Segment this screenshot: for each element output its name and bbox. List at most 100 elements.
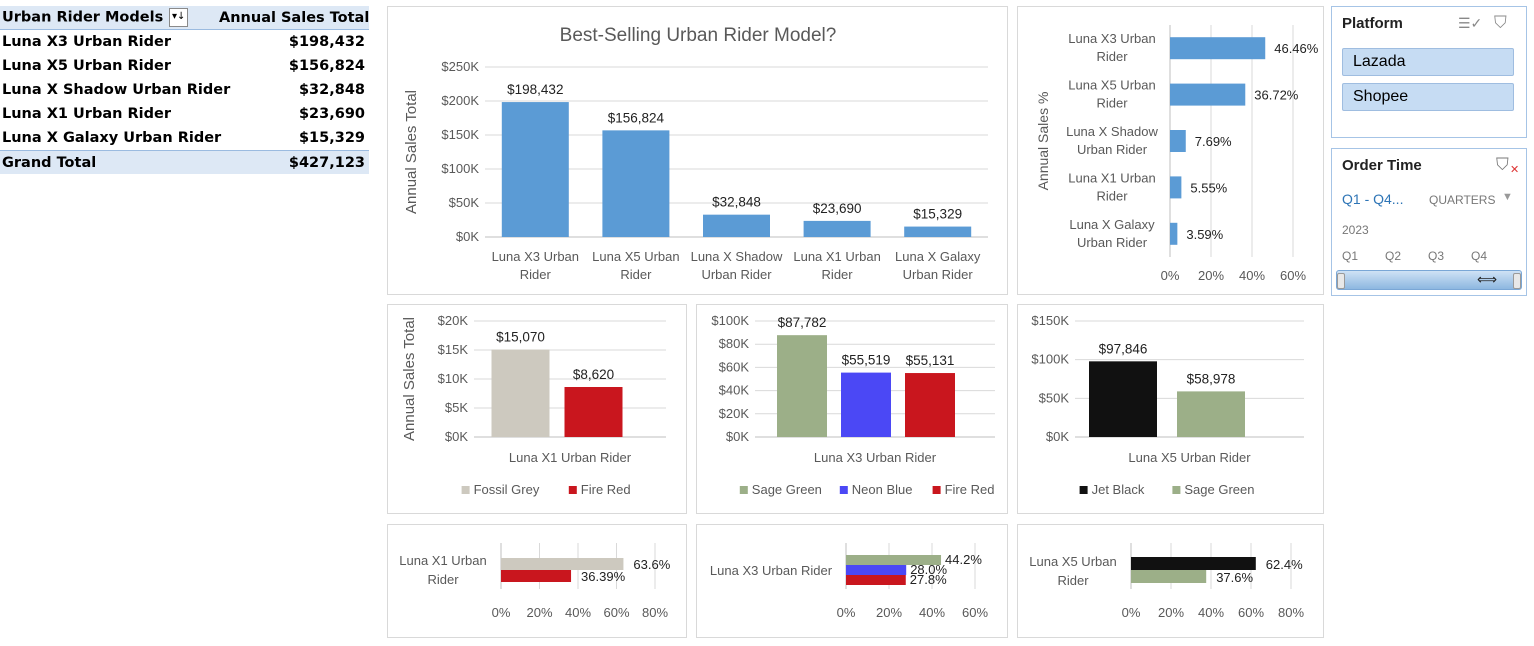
- data-label: 28.0%: [910, 562, 947, 577]
- x-tick-label: 20%: [1198, 268, 1224, 283]
- x-tick-label: 40%: [565, 605, 591, 620]
- bar: [1131, 570, 1207, 583]
- slicer-item-shopee[interactable]: Shopee: [1342, 83, 1514, 111]
- quarter-label: Q3: [1428, 249, 1445, 263]
- bar: [703, 214, 770, 237]
- x-tick-label: 0%: [1161, 268, 1180, 283]
- data-label: $15,070: [496, 330, 545, 345]
- x-category-label: Luna X3 Urban Rider: [814, 450, 937, 465]
- x-tick-label: Rider: [822, 267, 854, 282]
- x-tick-label: 20%: [526, 605, 552, 620]
- bar: [1170, 222, 1178, 245]
- y-category-label: Luna X5 Urban: [1029, 554, 1116, 569]
- multi-select-icon[interactable]: ☰✓: [1458, 15, 1483, 31]
- y-tick-label: Luna X5 Urban: [1068, 78, 1155, 93]
- pivot-header-total[interactable]: Annual Sales Total: [219, 9, 370, 26]
- chart-x1pct[interactable]: 0% 20% 40% 60% 80% 63.6% 36.39% Luna X1 Urban Ri…: [387, 524, 687, 638]
- timeline-range-bar[interactable]: ⟺: [1336, 270, 1522, 290]
- order-time-slicer[interactable]: Order Time ⛉ ✕ Q1 - Q4... QUARTERS ▼ 202…: [1331, 148, 1527, 296]
- pivot-header-models[interactable]: Urban Rider Models ▾↓: [0, 8, 219, 27]
- slicer-item-lazada[interactable]: Lazada: [1342, 48, 1514, 76]
- data-label: 36.39%: [581, 569, 626, 584]
- data-label: 63.6%: [633, 557, 670, 572]
- y-tick-label: $100K: [711, 313, 749, 328]
- data-label: $55,131: [906, 353, 955, 368]
- x-tick-label: Urban Rider: [903, 267, 974, 282]
- y-category-label: Rider: [1057, 573, 1089, 588]
- sort-filter-dropdown-icon[interactable]: ▾↓: [169, 8, 189, 27]
- bar: [777, 335, 827, 437]
- bar: [1170, 130, 1186, 152]
- chart-pct[interactable]: 0% 20% 40% 60% 46.46% Luna X3 Urban Rider 36.72…: [1017, 6, 1324, 295]
- pivot-header-models-label: Urban Rider Models: [2, 9, 164, 26]
- order-time-title: Order Time: [1342, 157, 1422, 174]
- x-tick-label: Rider: [620, 267, 652, 282]
- pivot-row[interactable]: Luna X Shadow Urban Rider $32,848: [0, 78, 369, 102]
- data-label: $97,846: [1099, 341, 1148, 356]
- y-tick-label: $100K: [441, 161, 479, 176]
- y-tick-label: $0K: [456, 229, 479, 244]
- platform-slicer[interactable]: Platform ☰✓ ⛉ Lazada Shopee: [1331, 6, 1527, 138]
- y-category-label: Rider: [427, 572, 459, 587]
- y-tick-label: $150K: [441, 127, 479, 142]
- y-tick-label: Rider: [1096, 49, 1128, 64]
- legend-swatch: [461, 486, 470, 494]
- bar: [1170, 176, 1182, 199]
- bar: [841, 372, 891, 437]
- bar: [1170, 83, 1246, 106]
- chart-x5[interactable]: $0K $50K $100K $150K $97,846 $58,978 Luna X5 U…: [1017, 304, 1324, 514]
- x-tick-label: 60%: [603, 605, 629, 620]
- y-axis-title: Annual Sales %: [1035, 92, 1051, 191]
- pivot-row[interactable]: Luna X1 Urban Rider $23,690: [0, 102, 369, 126]
- clear-x-icon: ✕: [1510, 164, 1520, 176]
- x-tick-label: 0%: [492, 605, 511, 620]
- x-tick-label: 60%: [1238, 605, 1264, 620]
- pivot-row[interactable]: Luna X3 Urban Rider $198,432: [0, 30, 369, 54]
- data-label: 5.55%: [1190, 180, 1227, 195]
- chart-x1[interactable]: $0K $5K $10K $15K $20K $15,070 $8,620 Luna X1 U…: [387, 304, 687, 514]
- range-handle-left[interactable]: [1337, 273, 1345, 289]
- grand-total-value: $427,123: [288, 154, 365, 171]
- y-axis-title: Annual Sales Total: [401, 317, 418, 441]
- x-tick-label: 40%: [1198, 605, 1224, 620]
- pivot-row[interactable]: Luna X5 Urban Rider $156,824: [0, 54, 369, 78]
- bar: [501, 570, 572, 582]
- legend-label: Sage Green: [1184, 482, 1254, 497]
- pivot-row-model: Luna X1 Urban Rider: [2, 106, 171, 122]
- pivot-row-total: $198,432: [288, 34, 365, 50]
- data-label: $8,620: [573, 367, 614, 382]
- x-tick-label: 80%: [1278, 605, 1304, 620]
- chart-x3[interactable]: $0K $20K $40K $60K $80K $100K $87,782 $55,519 $5…: [696, 304, 1008, 514]
- y-tick-label: $0K: [1046, 429, 1069, 444]
- chevron-down-icon[interactable]: ▼: [1502, 191, 1513, 203]
- legend-swatch: [839, 486, 848, 494]
- chart-main[interactable]: $0K $50K $100K $150K $200K $250K $198,432 $156,…: [387, 6, 1008, 295]
- chart-x3pct[interactable]: 0% 20% 40% 60% 44.2% 28.0% 27.8% Luna X3 Urban …: [696, 524, 1008, 638]
- y-tick-label: $10K: [438, 371, 469, 386]
- data-label: $198,432: [507, 82, 563, 97]
- clear-filter-icon[interactable]: ⛉: [1494, 13, 1507, 32]
- pivot-row-total: $15,329: [298, 130, 365, 146]
- time-level-dropdown[interactable]: QUARTERS: [1429, 193, 1496, 207]
- bar: [846, 555, 942, 565]
- y-tick-label: Urban Rider: [1077, 142, 1148, 157]
- data-label: $15,329: [913, 207, 962, 222]
- clear-filter-icon[interactable]: ⛉: [1496, 155, 1509, 174]
- x-tick-label: 20%: [876, 605, 902, 620]
- y-tick-label: $15K: [438, 342, 469, 357]
- legend-swatch: [932, 486, 941, 494]
- x-tick-label: Luna X3 Urban: [492, 249, 579, 264]
- pivot-grand-total-row[interactable]: Grand Total $427,123: [0, 150, 369, 174]
- y-category-label: Luna X1 Urban: [399, 553, 486, 568]
- y-tick-label: $60K: [719, 359, 750, 374]
- chart-x5pct[interactable]: 0% 20% 40% 60% 80% 62.4% 37.6% Luna X5 Urban Rid…: [1017, 524, 1324, 638]
- grand-total-label: Grand Total: [2, 154, 97, 171]
- y-tick-label: $100K: [1031, 352, 1069, 367]
- pivot-row[interactable]: Luna X Galaxy Urban Rider $15,329: [0, 126, 369, 150]
- range-handle-right[interactable]: [1513, 273, 1521, 289]
- x-tick-label: 20%: [1158, 605, 1184, 620]
- bar: [1170, 37, 1266, 60]
- x-category-label: Luna X1 Urban Rider: [509, 450, 632, 465]
- data-label: 46.46%: [1274, 41, 1319, 56]
- x-tick-label: 0%: [837, 605, 856, 620]
